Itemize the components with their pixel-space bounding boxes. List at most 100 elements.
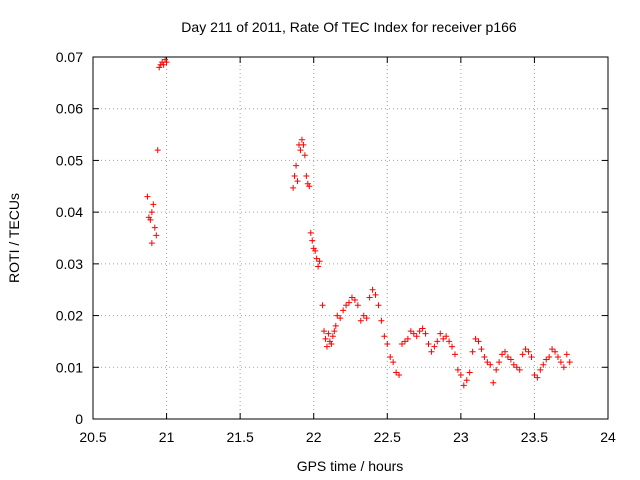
data-point: [557, 359, 564, 366]
y-tick-label: 0.05: [56, 152, 83, 168]
data-point: [351, 297, 358, 304]
data-point: [543, 356, 550, 363]
data-point: [410, 330, 417, 337]
data-point: [306, 183, 313, 190]
x-tick-label: 24: [600, 429, 616, 445]
data-point: [328, 341, 335, 348]
data-point: [304, 180, 311, 187]
tick-layer: 20.5 21 21.5 22 22.5 23 23.5 24 0 0.01 0.02 0.03 0.0…: [56, 49, 616, 445]
data-point: [519, 351, 526, 358]
data-points: [144, 56, 573, 389]
data-point: [340, 307, 347, 314]
data-point: [307, 229, 314, 236]
grid-layer: [93, 57, 608, 419]
data-point: [481, 353, 488, 360]
data-point: [357, 317, 364, 324]
data-point: [466, 369, 473, 376]
data-point: [401, 338, 408, 345]
data-point: [310, 245, 317, 252]
data-point: [145, 214, 152, 221]
data-point: [162, 56, 169, 63]
data-point: [560, 364, 567, 371]
data-point: [419, 325, 426, 332]
data-point: [469, 348, 476, 355]
data-point: [151, 224, 158, 231]
data-point: [360, 312, 367, 319]
data-point: [154, 147, 161, 154]
data-point: [303, 172, 310, 179]
x-tick-label: 21: [159, 429, 175, 445]
data-point: [301, 152, 308, 159]
data-point: [323, 343, 330, 350]
data-point: [363, 315, 370, 322]
data-point: [531, 372, 538, 379]
x-tick-label: 23: [453, 429, 469, 445]
data-point: [156, 64, 163, 71]
y-tick-label: 0: [75, 411, 83, 427]
data-point: [513, 364, 520, 371]
y-tick-label: 0.03: [56, 256, 83, 272]
data-point: [381, 333, 388, 340]
data-point: [290, 184, 297, 191]
data-point: [393, 369, 400, 376]
data-point: [443, 333, 450, 340]
data-point: [407, 328, 414, 335]
data-point: [332, 322, 339, 329]
y-tick-label: 0.02: [56, 308, 83, 324]
data-point: [528, 353, 535, 360]
y-tick-label: 0.04: [56, 204, 83, 220]
data-point: [437, 330, 444, 337]
data-point: [428, 348, 435, 355]
x-tick-label: 21.5: [227, 429, 254, 445]
data-point: [325, 330, 332, 337]
data-point: [321, 328, 328, 335]
data-point: [313, 255, 320, 262]
data-point: [354, 302, 361, 309]
plot-frame: [92, 56, 609, 420]
data-point: [440, 335, 447, 342]
data-point: [366, 294, 373, 301]
data-point: [449, 343, 456, 350]
data-point: [378, 317, 385, 324]
chart-title: Day 211 of 2011, Rate Of TEC Index for r…: [181, 19, 517, 35]
x-axis-label: GPS time / hours: [297, 458, 404, 474]
data-point: [487, 361, 494, 368]
data-point: [496, 359, 503, 366]
data-point: [147, 216, 154, 223]
data-point: [348, 294, 355, 301]
data-point: [396, 372, 403, 379]
data-point: [502, 348, 508, 355]
data-point: [431, 343, 438, 350]
data-point: [451, 351, 458, 358]
data-point: [294, 178, 301, 185]
data-point: [566, 359, 573, 366]
data-point: [163, 59, 170, 66]
x-tick-label: 20.5: [79, 429, 106, 445]
data-point: [375, 302, 382, 309]
data-point: [484, 359, 491, 366]
data-point: [343, 302, 350, 309]
data-point: [326, 338, 333, 345]
data-point: [413, 333, 420, 340]
y-tick-label: 0.06: [56, 101, 83, 117]
data-point: [298, 136, 305, 143]
data-point: [534, 374, 541, 381]
x-tick-label: 22.5: [374, 429, 401, 445]
data-point: [387, 353, 394, 360]
data-point: [540, 361, 547, 368]
data-point: [490, 379, 497, 386]
data-point: [312, 247, 319, 254]
data-point: [369, 286, 376, 293]
data-point: [144, 193, 151, 200]
data-point: [309, 237, 316, 244]
data-point: [372, 291, 379, 298]
data-point: [319, 302, 326, 309]
data-point: [416, 328, 423, 335]
data-point: [475, 338, 482, 345]
data-point: [516, 366, 523, 373]
data-point: [537, 366, 544, 373]
data-point: [315, 263, 322, 270]
data-point: [425, 341, 432, 348]
